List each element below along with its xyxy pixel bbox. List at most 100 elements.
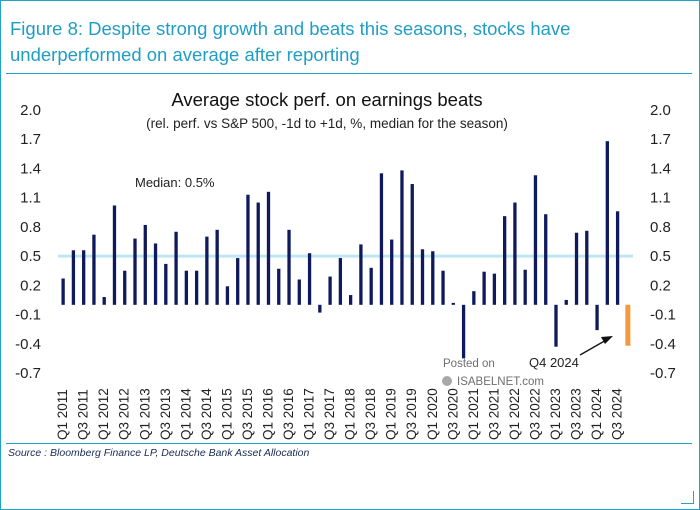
bar-q1-2018 [348, 295, 353, 305]
bar-q3-2018 [369, 267, 373, 305]
bar-q4-2023 [585, 230, 589, 305]
figure-title: Figure 8: Despite strong growth and beat… [10, 18, 571, 65]
x-tick-label: Q3 2017 [322, 388, 337, 440]
x-tick-label: Q3 2013 [158, 388, 173, 440]
bar-q4-2020 [461, 304, 466, 359]
x-tick-label: Q1 2018 [343, 388, 358, 440]
bar-q3-2012 [123, 270, 127, 305]
arrow-icon [579, 336, 613, 356]
y-axis-left: 2.0 1.7 1.4 1.1 0.8 0.5 0.2 -0.1 -0.4 -0.7 [15, 102, 41, 382]
y-tick-right: 0.5 [650, 248, 671, 265]
y-tick-left: 0.8 [20, 219, 41, 236]
y-tick-left: -0.7 [15, 365, 41, 382]
bar-q2-2020 [441, 270, 445, 305]
x-tick-label: Q3 2024 [610, 388, 625, 440]
bar-q4-2015 [256, 202, 260, 305]
x-tick-label: Q1 2024 [589, 388, 604, 440]
y-tick-right: 1.4 [650, 160, 671, 177]
bar-q4-2016 [297, 279, 301, 305]
bar-q3-2022 [533, 175, 538, 305]
bar-q1-2024 [595, 304, 599, 331]
x-tick-label: Q1 2011 [55, 389, 70, 440]
y-tick-left: 1.7 [20, 131, 41, 148]
y-tick-left: 2.0 [20, 102, 41, 119]
bar-q2-2017 [318, 304, 322, 313]
x-tick-label: Q1 2019 [384, 388, 399, 440]
bar-q2-2016 [277, 268, 281, 305]
y-tick-left: 0.2 [20, 277, 41, 294]
y-tick-left: -0.1 [15, 307, 41, 324]
y-tick-right: 0.2 [650, 277, 671, 294]
bar-q1-2011 [61, 278, 65, 305]
bar-q3-2019 [410, 184, 414, 305]
x-tick-label: Q3 2012 [117, 388, 132, 440]
bar-q2-2015 [236, 258, 240, 305]
bar-q3-2016 [287, 229, 291, 305]
bar-q4-2013 [174, 231, 178, 305]
y-tick-left: -0.4 [15, 336, 41, 353]
x-tick-label: Q1 2023 [548, 388, 563, 440]
y-tick-left: 1.1 [20, 190, 41, 207]
y-tick-left: 0.5 [20, 248, 41, 265]
bar-q1-2014 [184, 270, 188, 305]
bar-q2-2022 [523, 269, 527, 305]
bar-q4-2018 [379, 173, 384, 305]
y-axis-right: 2.0 1.7 1.4 1.1 0.8 0.5 0.2 -0.1 -0.4 -0.7 [650, 102, 676, 382]
bar-q3-2014 [205, 236, 209, 305]
x-tick-label: Q3 2011 [76, 389, 91, 440]
x-tick-label: Q1 2020 [425, 388, 440, 440]
bar-q3-2017 [328, 276, 332, 305]
median-group: Median: 0.5% [58, 175, 633, 258]
title-divider [6, 73, 692, 74]
y-tick-right: 2.0 [650, 102, 671, 119]
bar-q2-2014 [194, 270, 199, 305]
bar-q2-2023 [564, 299, 568, 305]
x-tick-label: Q3 2022 [527, 388, 542, 440]
bar-q3-2011 [82, 250, 86, 305]
x-tick-label: Q3 2023 [569, 388, 584, 440]
y-tick-right: -0.1 [650, 307, 676, 324]
bar-q1-2021 [472, 291, 476, 305]
bar-q2-2024 [605, 141, 609, 305]
y-tick-left: 1.4 [20, 160, 41, 177]
y-tick-right: -0.4 [650, 336, 676, 353]
bar-q1-2016 [266, 191, 271, 305]
x-tick-label: Q1 2017 [302, 388, 317, 440]
footer-divider [6, 443, 692, 444]
corner-mark [681, 491, 694, 504]
bar-q3-2024 [615, 211, 620, 305]
bar-q4-2014 [215, 229, 219, 305]
x-tick-label: Q3 2015 [240, 388, 255, 440]
median-label: Median: 0.5% [135, 175, 215, 190]
bar-q4-2011 [92, 234, 96, 305]
bar-q3-2013 [164, 263, 168, 305]
bar-q1-2019 [390, 239, 394, 305]
bar-q2-2021 [482, 271, 486, 305]
bar-q4-2019 [420, 249, 425, 305]
bar-q1-2023 [554, 304, 558, 347]
bar-q2-2011 [71, 250, 76, 305]
bar-q1-2022 [513, 202, 517, 305]
x-tick-label: Q1 2021 [466, 388, 481, 440]
x-tick-label: Q3 2020 [445, 388, 460, 440]
source-note: Source : Bloomberg Finance LP, Deutsche … [8, 447, 310, 459]
bar-q4-2017 [338, 258, 343, 305]
x-tick-label: Q1 2016 [260, 388, 275, 440]
bars-group [61, 141, 631, 359]
bar-q1-2015 [225, 286, 230, 305]
bar-q2-2012 [112, 205, 117, 305]
bar-q2-2013 [153, 243, 158, 305]
x-tick-label: Q3 2021 [486, 388, 501, 440]
y-tick-right: 0.8 [650, 219, 671, 236]
q4-2024-annotation: Q4 2024 [529, 355, 579, 370]
x-tick-label: Q3 2019 [404, 388, 419, 440]
bar-q1-2012 [102, 297, 106, 305]
bar-q2-2018 [359, 244, 363, 305]
x-tick-label: Q3 2014 [199, 388, 214, 440]
bar-q3-2015 [246, 194, 250, 305]
bar-q1-2020 [431, 251, 435, 305]
chart-subtitle: (rel. perf. vs S&P 500, -1d to +1d, %, m… [146, 116, 508, 131]
bar-q2-2019 [400, 170, 404, 305]
y-tick-right: -0.7 [650, 365, 676, 382]
x-tick-label: Q3 2016 [281, 388, 296, 440]
